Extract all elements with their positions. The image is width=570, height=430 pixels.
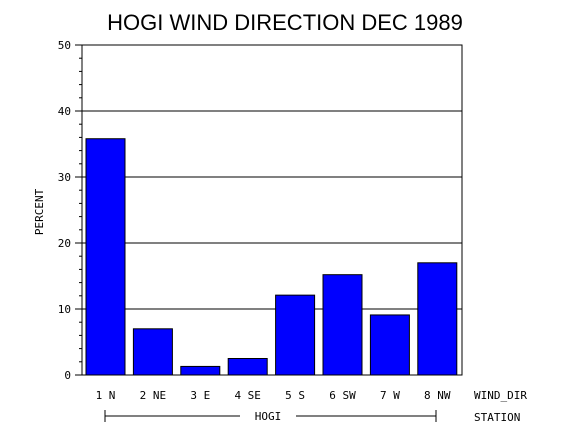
x-tick-label: 7 W (380, 389, 400, 402)
bar (369, 314, 410, 376)
bar (180, 365, 221, 376)
y-tick-label: 20 (58, 237, 71, 250)
x-tick-label: 3 E (190, 389, 210, 402)
x-tick-label: 6 SW (329, 389, 356, 402)
gridlines (82, 44, 462, 310)
x-tick-label: 2 NE (140, 389, 167, 402)
bar (322, 274, 363, 376)
x-tick-label: 8 NW (424, 389, 451, 402)
bar (275, 294, 316, 376)
y-tick-label: 40 (58, 105, 71, 118)
x-axis-name: WIND_DIR (474, 389, 527, 402)
group-label: HOGI (255, 410, 282, 423)
x-tick-label: 4 SE (234, 389, 261, 402)
y-axis-label: PERCENT (33, 188, 46, 235)
bar (417, 262, 458, 376)
x-tick-label: 5 S (285, 389, 305, 402)
plot-frame (81, 44, 463, 376)
bar (85, 138, 126, 376)
y-tick-label: 30 (58, 171, 71, 184)
x-tick-label: 1 N (96, 389, 116, 402)
bar (227, 358, 268, 376)
chart-title: HOGI WIND DIRECTION DEC 1989 (107, 10, 463, 35)
bar (132, 328, 173, 376)
group-axis-name: STATION (474, 411, 520, 424)
y-tick-label: 10 (58, 303, 71, 316)
y-tick-label: 50 (58, 39, 71, 52)
y-axis: 0 10 20 30 40 50 (58, 39, 82, 382)
bars (85, 138, 458, 376)
group-axis: HOGI (104, 410, 437, 423)
x-tick-labels: 1 N 2 NE 3 E 4 SE 5 S 6 SW 7 W 8 NW (96, 389, 451, 402)
y-tick-label: 0 (64, 369, 71, 382)
